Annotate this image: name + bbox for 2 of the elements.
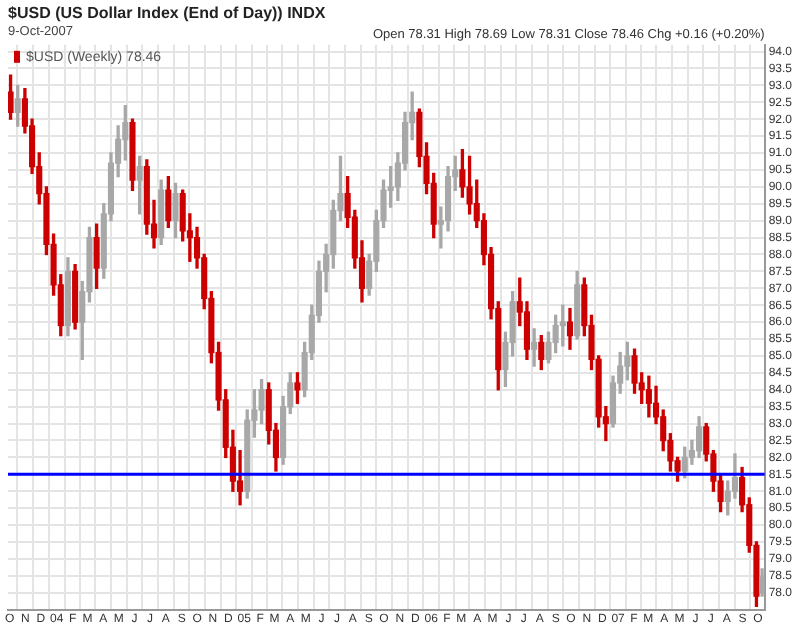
chart-title: $USD (US Dollar Index (End of Day)) INDX: [8, 4, 327, 23]
candlestick: [531, 328, 538, 367]
